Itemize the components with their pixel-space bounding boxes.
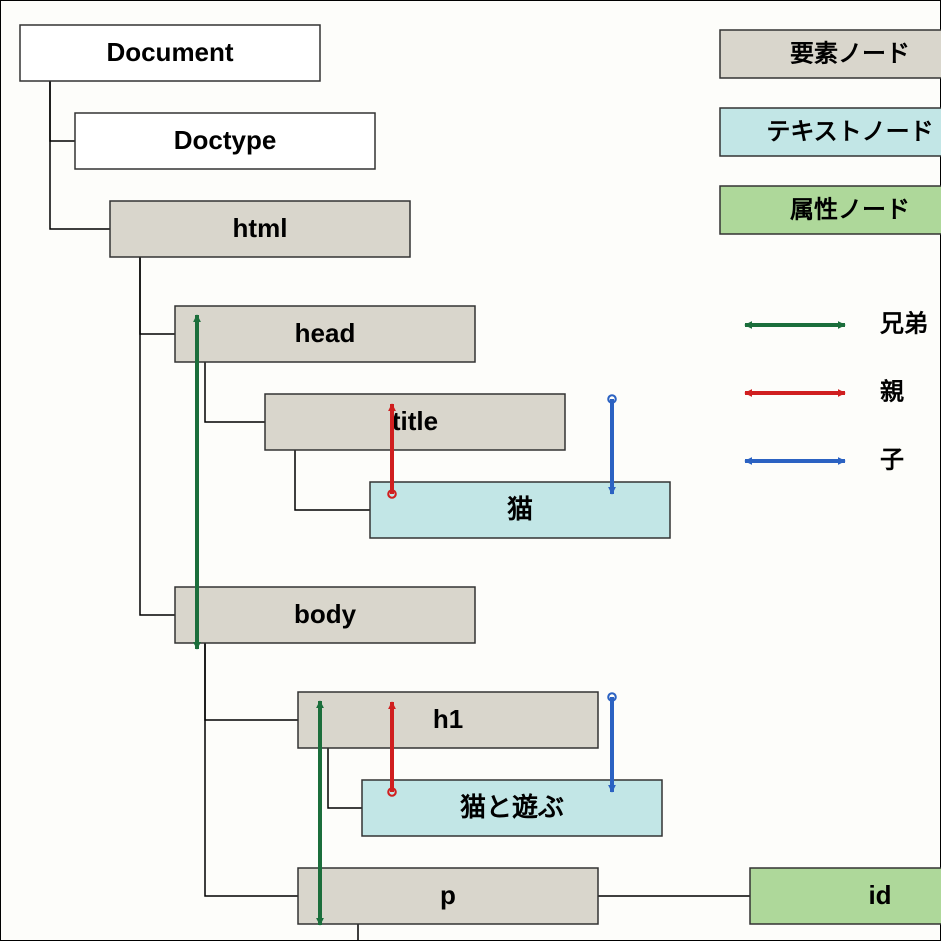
legend-label-1: テキストノード (766, 118, 933, 145)
node-label-h1_txt: 猫と遊ぶ (460, 792, 564, 822)
node-label-p: p (440, 880, 456, 910)
node-label-document: Document (106, 37, 233, 67)
node-label-html: html (233, 213, 288, 243)
arrow-legend-label-0: 兄弟 (879, 309, 928, 337)
node-label-doctype: Doctype (174, 125, 277, 155)
node-label-head: head (295, 318, 356, 348)
node-id_attr (750, 868, 941, 924)
arrow-legend-label-2: 子 (880, 446, 904, 473)
node-label-title_txt: 猫 (507, 494, 533, 524)
legend-label-0: 要素ノード (790, 40, 910, 67)
arrow-legend-label-1: 親 (880, 378, 904, 405)
node-label-title: title (392, 406, 438, 436)
node-label-h1: h1 (433, 704, 463, 734)
node-label-id_attr: id (868, 880, 891, 910)
node-label-body: body (294, 599, 357, 629)
legend-label-2: 属性ノード (790, 196, 910, 223)
